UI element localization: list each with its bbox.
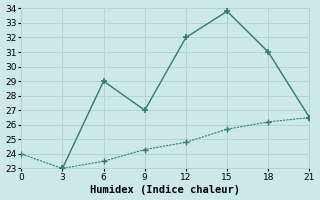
X-axis label: Humidex (Indice chaleur): Humidex (Indice chaleur) <box>90 185 240 195</box>
